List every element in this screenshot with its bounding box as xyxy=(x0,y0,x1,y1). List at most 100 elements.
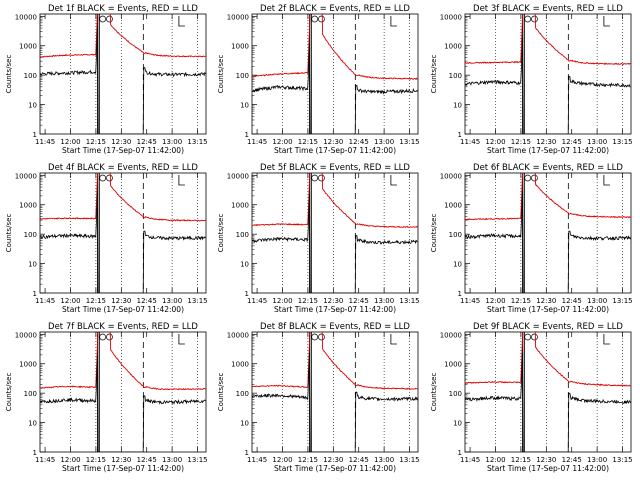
events-series-line xyxy=(465,37,631,134)
x-tick-label: 12:00 xyxy=(272,456,292,464)
lld-series-line xyxy=(40,14,206,58)
x-tick-label: 13:00 xyxy=(162,138,182,146)
panel-4: Det 4f BLACK = Events, RED = LLD 1 10 100 10… xyxy=(5,163,208,314)
marker-circle xyxy=(311,174,319,182)
events-series-line xyxy=(252,43,418,134)
x-axis-label: Start Time (17-Sep-07 11:42:00) xyxy=(487,146,609,155)
x-tick-label: 13:15 xyxy=(187,456,207,464)
y-axis-label: Counts/sec xyxy=(430,55,438,94)
y-tick-label: 100 xyxy=(24,231,37,239)
y-tick-label: 10 xyxy=(240,261,249,269)
marker-circle xyxy=(106,333,113,341)
y-tick-label: 1000 xyxy=(231,202,249,210)
marker-circle xyxy=(318,15,325,23)
x-tick-label: 12:00 xyxy=(60,138,80,146)
y-tick-label: 1000 xyxy=(19,202,37,210)
y-tick-label: 100 xyxy=(24,72,37,80)
events-series-line xyxy=(252,352,418,452)
y-tick-label: 100 xyxy=(449,390,462,398)
panel-7: Det 7f BLACK = Events, RED = LLD 1 10 100 10… xyxy=(5,322,208,473)
y-axis-label: Counts/sec xyxy=(430,373,438,412)
x-tick-label: 13:15 xyxy=(399,456,419,464)
x-tick-label: 12:00 xyxy=(485,138,505,146)
x-tick-label: 13:15 xyxy=(612,297,632,305)
marker-circle xyxy=(99,15,107,23)
x-tick-label: 13:15 xyxy=(187,138,207,146)
events-series-line xyxy=(465,191,631,293)
panel-title: Det 8f BLACK = Events, RED = LLD xyxy=(260,322,410,332)
y-tick-label: 10 xyxy=(453,102,462,110)
x-axis-label: Start Time (17-Sep-07 11:42:00) xyxy=(274,464,396,473)
x-axis-label: Start Time (17-Sep-07 11:42:00) xyxy=(62,464,184,473)
x-tick-label: 12:30 xyxy=(323,297,343,305)
events-series-line xyxy=(40,355,206,452)
x-tick-label: 12:45 xyxy=(562,456,582,464)
x-axis-label: Start Time (17-Sep-07 11:42:00) xyxy=(487,464,609,473)
y-tick-label: 1000 xyxy=(19,43,37,51)
y-tick-label: 100 xyxy=(236,390,249,398)
y-tick-label: 100 xyxy=(24,390,37,398)
x-tick-label: 12:45 xyxy=(137,456,157,464)
x-axis-label: Start Time (17-Sep-07 11:42:00) xyxy=(274,305,396,314)
y-tick-label: 1 xyxy=(458,449,462,457)
plot-frame xyxy=(464,172,632,294)
panel-6: Det 6f BLACK = Events, RED = LLD 1 10 100 10… xyxy=(430,163,633,314)
x-axis-label: Start Time (17-Sep-07 11:42:00) xyxy=(62,305,184,314)
x-tick-label: 13:00 xyxy=(587,138,607,146)
y-tick-label: 100 xyxy=(449,231,462,239)
x-axis-label: Start Time (17-Sep-07 11:42:00) xyxy=(487,305,609,314)
panel-title: Det 6f BLACK = Events, RED = LLD xyxy=(473,163,623,173)
panel-5: Det 5f BLACK = Events, RED = LLD 1 10 100 10… xyxy=(217,163,420,314)
lld-series-line xyxy=(40,332,206,391)
lld-series-line xyxy=(465,173,631,221)
lld-series-line xyxy=(465,332,631,387)
marker-circle xyxy=(531,333,538,341)
y-tick-label: 10 xyxy=(240,102,249,110)
marker-circle xyxy=(99,333,107,341)
x-tick-label: 13:15 xyxy=(612,138,632,146)
lld-series-line xyxy=(40,173,206,222)
panel-title: Det 7f BLACK = Events, RED = LLD xyxy=(48,322,198,332)
y-tick-label: 10000 xyxy=(440,331,462,339)
events-series-line xyxy=(40,191,206,293)
x-tick-label: 13:15 xyxy=(612,456,632,464)
bracket-marker xyxy=(178,334,185,345)
x-tick-label: 12:45 xyxy=(349,456,369,464)
x-tick-label: 12:00 xyxy=(485,297,505,305)
y-axis-label: Counts/sec xyxy=(217,55,225,94)
bracket-marker xyxy=(603,334,610,345)
x-tick-label: 12:15 xyxy=(511,138,531,146)
x-tick-label: 12:00 xyxy=(60,456,80,464)
x-tick-label: 12:15 xyxy=(86,297,106,305)
y-tick-label: 1000 xyxy=(444,202,462,210)
x-tick-label: 12:15 xyxy=(86,138,106,146)
x-tick-label: 11:45 xyxy=(460,138,480,146)
marker-circle xyxy=(311,333,319,341)
y-tick-label: 10 xyxy=(453,420,462,428)
y-tick-label: 10 xyxy=(28,420,37,428)
y-tick-label: 1 xyxy=(245,290,249,298)
x-tick-label: 12:15 xyxy=(298,138,318,146)
events-series-line xyxy=(252,194,418,293)
x-tick-label: 12:45 xyxy=(562,297,582,305)
x-tick-label: 12:00 xyxy=(272,138,292,146)
x-axis-label: Start Time (17-Sep-07 11:42:00) xyxy=(274,146,396,155)
bracket-marker xyxy=(390,175,397,186)
x-tick-label: 11:45 xyxy=(247,138,267,146)
x-axis-label: Start Time (17-Sep-07 11:42:00) xyxy=(62,146,184,155)
x-tick-label: 12:45 xyxy=(137,138,157,146)
y-tick-label: 1 xyxy=(33,449,37,457)
marker-circle xyxy=(106,15,113,23)
y-tick-label: 1 xyxy=(33,131,37,139)
x-tick-label: 13:15 xyxy=(399,297,419,305)
x-tick-label: 12:00 xyxy=(60,297,80,305)
plot-frame xyxy=(39,331,207,453)
y-tick-label: 10 xyxy=(28,261,37,269)
x-tick-label: 12:30 xyxy=(111,138,131,146)
x-tick-label: 13:15 xyxy=(187,297,207,305)
y-tick-label: 10 xyxy=(240,420,249,428)
panel-9: Det 9f BLACK = Events, RED = LLD 1 10 100 10… xyxy=(430,322,633,473)
x-tick-label: 12:15 xyxy=(298,297,318,305)
x-tick-label: 13:00 xyxy=(374,297,394,305)
panel-8: Det 8f BLACK = Events, RED = LLD 1 10 100 10… xyxy=(217,322,420,473)
